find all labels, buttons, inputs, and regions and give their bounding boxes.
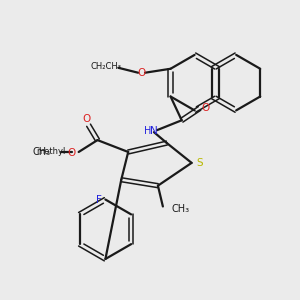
Text: N: N bbox=[150, 126, 158, 136]
Text: O: O bbox=[68, 148, 76, 158]
Text: F: F bbox=[95, 194, 101, 205]
Text: H: H bbox=[144, 126, 152, 136]
Text: O: O bbox=[201, 103, 210, 113]
Text: O: O bbox=[137, 68, 145, 78]
Text: S: S bbox=[196, 158, 203, 168]
Text: CH₂CH₃: CH₂CH₃ bbox=[91, 62, 122, 71]
Text: CH₃: CH₃ bbox=[33, 147, 51, 157]
Text: methyl: methyl bbox=[36, 148, 66, 157]
Text: CH₃: CH₃ bbox=[172, 204, 190, 214]
Text: O: O bbox=[82, 114, 91, 124]
